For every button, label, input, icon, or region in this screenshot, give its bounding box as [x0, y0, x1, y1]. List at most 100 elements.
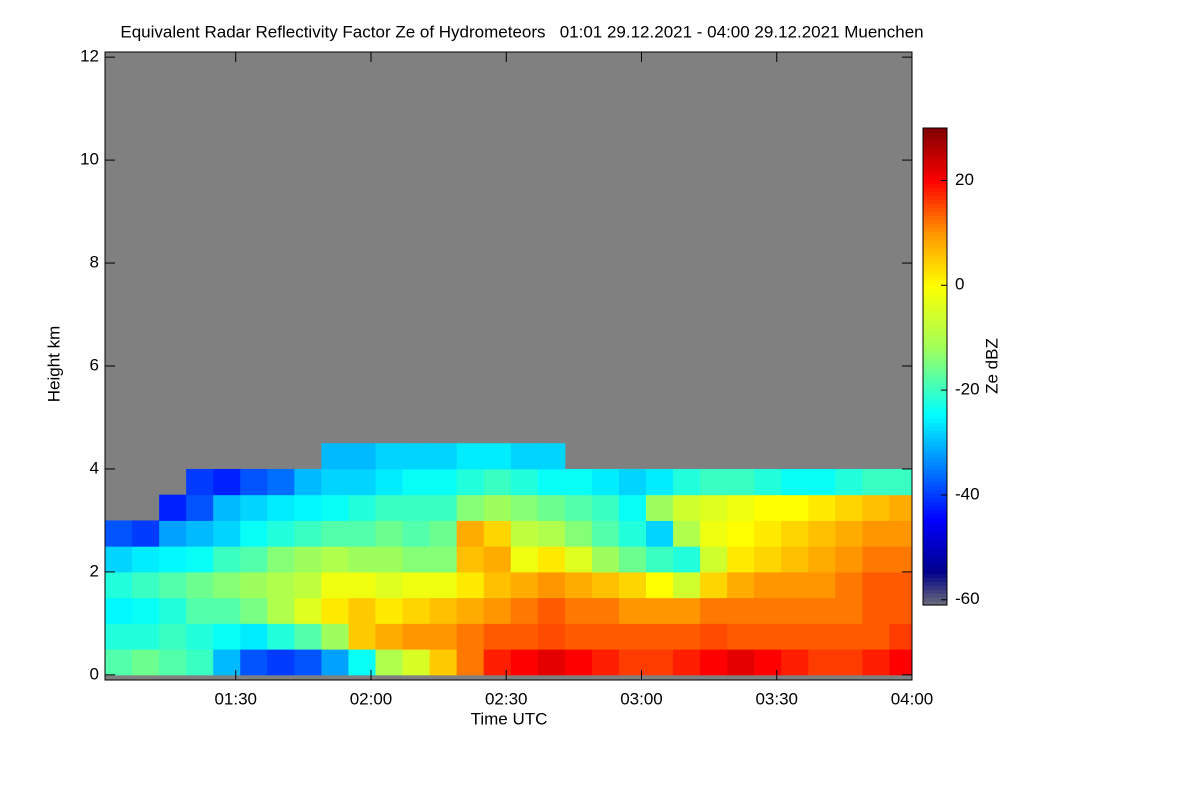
- heatmap-cell: [727, 649, 755, 676]
- colorbar-segment: [923, 597, 947, 602]
- colorbar-segment: [923, 501, 947, 507]
- heatmap-cell: [375, 494, 404, 521]
- colorbar-segment: [923, 557, 947, 562]
- heatmap-cell: [646, 520, 674, 547]
- heatmap-cell: [646, 571, 674, 599]
- colorbar-segment: [923, 139, 947, 145]
- colorbar-tick-label: 0: [955, 275, 964, 294]
- heatmap-cell: [213, 494, 241, 521]
- heatmap-cell: [781, 623, 809, 650]
- heatmap-cell: [537, 468, 566, 496]
- heatmap-cell: [835, 520, 863, 547]
- heatmap-cell: [754, 546, 782, 573]
- heatmap-cell: [240, 520, 268, 547]
- heatmap-cell: [889, 623, 913, 650]
- heatmap-cell: [537, 443, 566, 470]
- heatmap-cell: [700, 546, 728, 573]
- heatmap-cell: [429, 494, 458, 521]
- heatmap-cell: [564, 597, 593, 624]
- heatmap-cell: [267, 571, 295, 599]
- colorbar-segment: [923, 223, 947, 228]
- heatmap-cell: [132, 571, 160, 599]
- colorbar-segment: [923, 549, 947, 554]
- heatmap-cell: [808, 494, 836, 521]
- heatmap-cell: [510, 571, 539, 599]
- heatmap-cell: [537, 649, 566, 676]
- heatmap-cell: [159, 546, 187, 573]
- heatmap-cell: [700, 571, 728, 599]
- colorbar-segment: [923, 394, 947, 399]
- heatmap-cell: [618, 571, 647, 599]
- heatmap-cell: [240, 494, 268, 521]
- heatmap-cell: [700, 597, 728, 624]
- colorbar-segment: [923, 275, 947, 280]
- heatmap-cell: [673, 597, 701, 624]
- heatmap-cell: [564, 571, 593, 599]
- colorbar-segment: [923, 255, 947, 260]
- heatmap-cell: [564, 494, 593, 521]
- heatmap-cell: [537, 571, 566, 599]
- colorbar-segment: [923, 398, 947, 403]
- colorbar-segment: [923, 489, 947, 495]
- heatmap-cell: [213, 468, 241, 496]
- heatmap-cell: [727, 623, 755, 650]
- heatmap-cell: [700, 520, 728, 547]
- colorbar-segment: [923, 187, 947, 193]
- heatmap-cell: [862, 546, 890, 573]
- heatmap-cell: [159, 520, 187, 547]
- heatmap-cell: [727, 468, 755, 496]
- colorbar-segment: [923, 211, 947, 217]
- heatmap-cell: [240, 571, 268, 599]
- colorbar-segment: [923, 298, 947, 304]
- heatmap-cell: [808, 571, 836, 599]
- colorbar-segment: [923, 469, 947, 475]
- colorbar-segment: [923, 326, 947, 332]
- heatmap-cell: [321, 494, 349, 521]
- heatmap-cell: [375, 597, 404, 624]
- colorbar-segment: [923, 175, 947, 181]
- colorbar-segment: [923, 585, 947, 590]
- heatmap-cell: [510, 597, 539, 624]
- colorbar-segment: [923, 346, 947, 352]
- colorbar-segment: [923, 179, 947, 185]
- heatmap-cell: [537, 494, 566, 521]
- heatmap-cell: [618, 520, 647, 547]
- colorbar-segment: [923, 199, 947, 205]
- heatmap-cell: [862, 623, 890, 650]
- heatmap-cell: [781, 571, 809, 599]
- colorbar-segment: [923, 577, 947, 582]
- colorbar-segment: [923, 453, 947, 459]
- heatmap-cell: [483, 468, 512, 496]
- colorbar-segment: [923, 382, 947, 387]
- heatmap-cell: [835, 623, 863, 650]
- heatmap-cell: [456, 468, 485, 496]
- colorbar-segment: [923, 422, 947, 427]
- heatmap-cell: [267, 597, 295, 624]
- heatmap-cell: [754, 494, 782, 521]
- heatmap-cell: [727, 520, 755, 547]
- heatmap-cell: [429, 571, 458, 599]
- heatmap-cell: [537, 520, 566, 547]
- heatmap-cell: [781, 520, 809, 547]
- colorbar-segment: [923, 290, 947, 296]
- y-tick-label: 6: [90, 355, 99, 374]
- colorbar-segment: [923, 418, 947, 423]
- heatmap-cell: [402, 623, 431, 650]
- heatmap-cell: [240, 649, 268, 676]
- heatmap-cell: [267, 520, 295, 547]
- heatmap-cell: [483, 623, 512, 650]
- colorbar-segment: [923, 167, 947, 173]
- heatmap-cell: [483, 520, 512, 547]
- colorbar-segment: [923, 521, 947, 527]
- heatmap-cell: [186, 468, 214, 496]
- heatmap-cell: [294, 623, 322, 650]
- heatmap-cell: [889, 468, 913, 496]
- heatmap-cell: [294, 649, 322, 676]
- heatmap-cell: [375, 649, 404, 676]
- heatmap-cell: [591, 546, 620, 573]
- colorbar-segment: [923, 354, 947, 360]
- heatmap-cell: [456, 649, 485, 676]
- heatmap-cell: [618, 494, 647, 521]
- heatmap-cell: [321, 623, 349, 650]
- colorbar-segment: [923, 259, 947, 264]
